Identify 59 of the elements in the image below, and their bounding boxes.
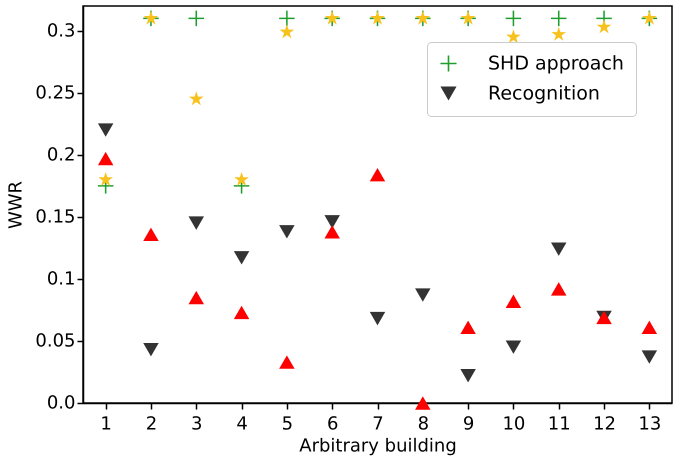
point	[460, 369, 476, 382]
point	[370, 312, 386, 326]
legend-label: SHD approach	[488, 52, 624, 74]
point	[550, 10, 566, 26]
x-tick-label: 10	[502, 414, 526, 434]
y-tick-label: 0.0	[46, 392, 76, 414]
point	[98, 172, 114, 186]
point	[506, 294, 522, 308]
point	[506, 10, 522, 26]
point	[370, 168, 386, 182]
point	[550, 242, 566, 256]
point	[324, 215, 340, 229]
point	[642, 350, 658, 364]
point	[506, 29, 521, 44]
point	[279, 355, 295, 369]
y-tick-label: 0.05	[35, 330, 76, 352]
x-tick-label: 4	[236, 414, 248, 434]
y-tick-label: 0.3	[46, 20, 76, 42]
x-tick-label: 11	[548, 414, 571, 434]
y-tick-label: 0.25	[35, 82, 76, 104]
point	[234, 172, 249, 186]
point	[188, 10, 204, 26]
x-tick-label: 7	[372, 414, 384, 434]
x-tick-label: 2	[146, 414, 158, 434]
point	[596, 19, 612, 34]
y-axis-title: WWR	[5, 180, 26, 230]
x-tick-label: 1	[100, 414, 112, 434]
point	[280, 24, 294, 38]
y-tick-label: 0.15	[35, 206, 76, 228]
x-axis-title: Arbitrary building	[299, 436, 457, 456]
point	[188, 216, 204, 230]
point	[460, 320, 476, 334]
point	[279, 225, 295, 238]
x-tick-label: 13	[638, 414, 662, 434]
point	[143, 228, 159, 241]
point	[324, 225, 340, 238]
point	[234, 306, 250, 320]
x-tick-label: 3	[191, 414, 202, 434]
point	[98, 123, 114, 137]
point	[98, 152, 114, 166]
x-tick-label: 6	[326, 414, 338, 434]
point	[551, 26, 566, 41]
legend-label: Recognition	[488, 82, 600, 104]
point	[234, 251, 250, 265]
point	[506, 340, 522, 354]
point	[279, 10, 295, 26]
point	[550, 282, 566, 296]
x-tick-label: 5	[282, 414, 294, 434]
point	[415, 396, 431, 410]
x-tick-label: 12	[593, 414, 616, 434]
point	[642, 320, 658, 334]
x-tick-label: 9	[462, 414, 474, 434]
point	[415, 288, 431, 302]
point	[143, 342, 159, 356]
point	[188, 290, 204, 304]
point	[188, 91, 204, 106]
y-tick-label: 0.1	[46, 268, 76, 290]
y-tick-label: 0.2	[46, 144, 76, 166]
x-tick-label: 8	[418, 414, 430, 434]
